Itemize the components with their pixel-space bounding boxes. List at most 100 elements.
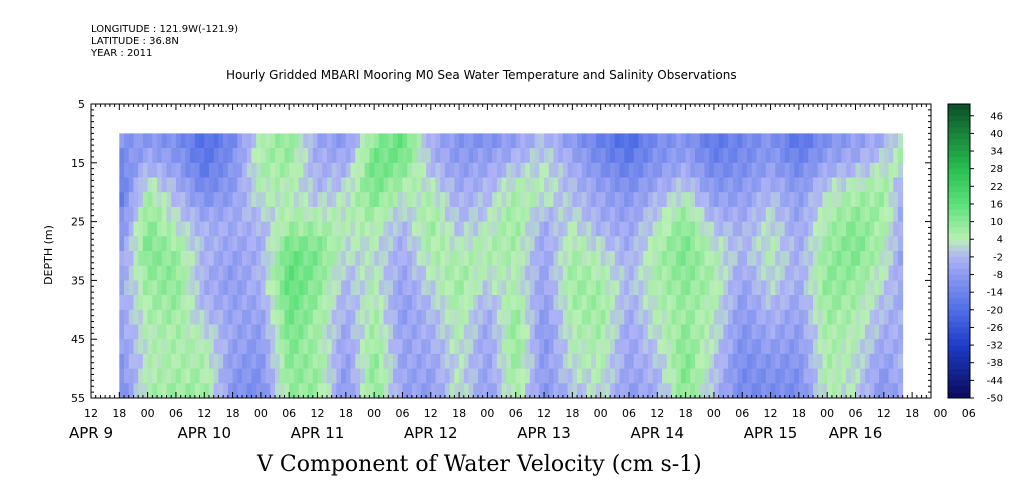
heatmap-cell <box>326 162 333 178</box>
heatmap-cell <box>270 192 276 208</box>
heatmap-cell <box>459 162 465 178</box>
heatmap-cell <box>496 295 502 311</box>
heatmap-cell <box>270 177 276 193</box>
heatmap-cell <box>765 324 771 340</box>
heatmap-cell <box>511 133 517 149</box>
heatmap-cell <box>133 265 139 281</box>
heatmap-cell <box>680 221 687 237</box>
heatmap-cell <box>553 148 559 164</box>
colorbar-band <box>948 286 970 293</box>
heatmap-cell <box>218 236 224 252</box>
heatmap-cell <box>657 295 663 311</box>
heatmap-cell <box>308 177 314 193</box>
heatmap-cell <box>326 133 333 149</box>
heatmap-cell <box>610 353 616 369</box>
heatmap-cell <box>411 295 418 311</box>
heatmap-cell <box>142 192 149 208</box>
heatmap-cell <box>572 251 578 267</box>
heatmap-cell <box>119 236 125 252</box>
heatmap-cell <box>237 177 243 193</box>
heatmap-cell <box>336 309 342 325</box>
heatmap-cell <box>496 309 502 325</box>
heatmap-cell <box>293 265 300 281</box>
heatmap-cell <box>662 162 668 178</box>
heatmap-cell <box>242 221 248 237</box>
heatmap-cell <box>751 265 757 281</box>
heatmap-cell <box>798 324 804 340</box>
heatmap-cell <box>138 133 144 149</box>
heatmap-cell <box>756 309 762 325</box>
heatmap-cell <box>841 236 847 252</box>
heatmap-cell <box>525 324 531 340</box>
heatmap-cell <box>246 251 252 267</box>
heatmap-cell <box>468 206 474 222</box>
heatmap-cell <box>723 353 729 369</box>
heatmap-cell <box>539 221 545 237</box>
heatmap-cell <box>374 162 380 178</box>
heatmap-cell <box>246 280 252 296</box>
heatmap-cell <box>119 192 125 208</box>
heatmap-cell <box>317 221 323 237</box>
heatmap-cell <box>794 192 800 208</box>
heatmap-cell <box>813 206 819 222</box>
heatmap-cell <box>279 133 285 149</box>
heatmap-cell <box>624 265 630 281</box>
heatmap-cell <box>208 148 215 164</box>
heatmap-cell <box>728 280 734 296</box>
heatmap-cell <box>695 280 701 296</box>
heatmap-cell <box>289 192 295 208</box>
heatmap-cell <box>407 353 413 369</box>
heatmap-cell <box>421 133 427 149</box>
heatmap-cell <box>723 265 729 281</box>
heatmap-cell <box>836 221 842 237</box>
heatmap-cell <box>548 221 554 237</box>
heatmap-cell <box>628 324 635 340</box>
heatmap-cell <box>742 309 748 325</box>
heatmap-cell <box>171 295 177 311</box>
heatmap-cell <box>827 236 833 252</box>
heatmap-cell <box>331 295 337 311</box>
heatmap-cell <box>690 206 696 222</box>
heatmap-cell <box>817 280 823 296</box>
heatmap-cell <box>208 265 215 281</box>
heatmap-cell <box>558 251 564 267</box>
heatmap-cell <box>595 353 602 369</box>
heatmap-cell <box>544 251 550 267</box>
heatmap-cell <box>600 221 606 237</box>
heatmap-cell <box>256 324 262 340</box>
heatmap-cell <box>364 192 370 208</box>
heatmap-cell <box>680 353 687 369</box>
heatmap-cell <box>860 162 866 178</box>
heatmap-cell <box>275 368 281 384</box>
heatmap-cell <box>345 280 351 296</box>
heatmap-cell <box>388 133 394 149</box>
heatmap-cell <box>897 177 904 193</box>
heatmap-cell <box>190 236 196 252</box>
heatmap-cell <box>487 324 493 340</box>
colorbar-band <box>948 380 970 387</box>
heatmap-cell <box>482 309 488 325</box>
heatmap-cell <box>482 295 488 311</box>
heatmap-cell <box>298 206 304 222</box>
heatmap-cell <box>676 265 682 281</box>
heatmap-cell <box>180 339 186 355</box>
heatmap-cell <box>822 192 828 208</box>
heatmap-cell <box>803 324 809 340</box>
colorbar-band <box>948 386 970 393</box>
heatmap-cell <box>751 162 757 178</box>
heatmap-cell <box>444 280 451 296</box>
heatmap-cell <box>477 280 484 296</box>
heatmap-cell <box>515 221 521 237</box>
heatmap-cell <box>751 236 757 252</box>
heatmap-cell <box>643 192 649 208</box>
heatmap-cell <box>393 251 399 267</box>
heatmap-cell <box>529 265 535 281</box>
heatmap-cell <box>506 236 512 252</box>
heatmap-cell <box>482 265 488 281</box>
heatmap-cell <box>643 295 649 311</box>
heatmap-cell <box>666 295 672 311</box>
heatmap-cell <box>855 280 861 296</box>
heatmap-cell <box>525 309 531 325</box>
heatmap-cell <box>548 324 554 340</box>
heatmap-cell <box>369 177 375 193</box>
